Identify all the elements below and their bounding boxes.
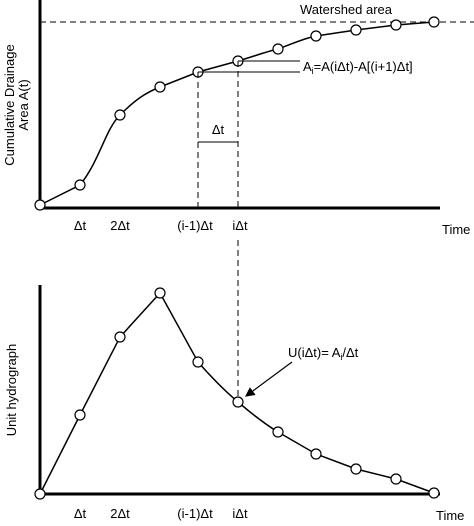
text: A (303, 59, 312, 74)
point (154, 287, 166, 299)
y-label: Unit hydrograph (4, 344, 19, 437)
x-label: (i-1)Δt (177, 506, 213, 521)
point (390, 19, 402, 31)
point (428, 487, 440, 499)
increment-label: Ai=A(iΔt)-A[(i+1)Δt] (303, 59, 413, 76)
x-label: 2Δt (110, 218, 130, 233)
text: i (312, 66, 314, 76)
y-label: Cumulative Drainage (2, 44, 17, 165)
point (428, 16, 440, 28)
y-label: Area A(t) (16, 79, 31, 130)
x-label: iΔt (232, 218, 248, 233)
cumulative-curve (39, 21, 435, 206)
curve-points (34, 287, 440, 500)
point (390, 473, 402, 485)
x-label: 2Δt (110, 506, 130, 521)
x-label: Δt (74, 218, 87, 233)
point (154, 81, 166, 93)
text: U(iΔt)= A (288, 345, 341, 360)
point (272, 43, 284, 55)
point (34, 199, 46, 211)
text: =A(iΔt)-A[(i+1)Δt] (314, 59, 413, 74)
point (74, 179, 86, 191)
point (114, 109, 126, 121)
curve-points (34, 16, 440, 211)
point (232, 396, 244, 408)
annotation: U(iΔt)= Ai/Δt (288, 345, 359, 362)
point (34, 488, 46, 500)
reference-label: Watershed area (300, 2, 393, 17)
point (272, 426, 284, 438)
point (192, 356, 204, 368)
point (74, 409, 86, 421)
top-panel: Watershed area Ai=A(iΔt)-A[(i+1)Δt] Δt C… (2, 0, 474, 237)
x-axis-label: Time (442, 222, 470, 237)
text: /Δt (342, 345, 358, 360)
point (350, 463, 362, 475)
bottom-panel: U(iΔt)= Ai/Δt Unit hydrograph Δt 2Δt (i-… (4, 285, 464, 523)
hydrograph-curve (39, 291, 435, 495)
x-label: iΔt (232, 506, 248, 521)
x-label: Δt (74, 506, 87, 521)
x-label: (i-1)Δt (177, 218, 213, 233)
point (310, 30, 322, 42)
point (350, 24, 362, 36)
x-axis-label: Time (436, 508, 464, 523)
point (114, 331, 126, 343)
annotation-arrow (245, 361, 293, 397)
interval-label: Δt (212, 122, 225, 137)
text: i (340, 352, 342, 362)
point (310, 448, 322, 460)
